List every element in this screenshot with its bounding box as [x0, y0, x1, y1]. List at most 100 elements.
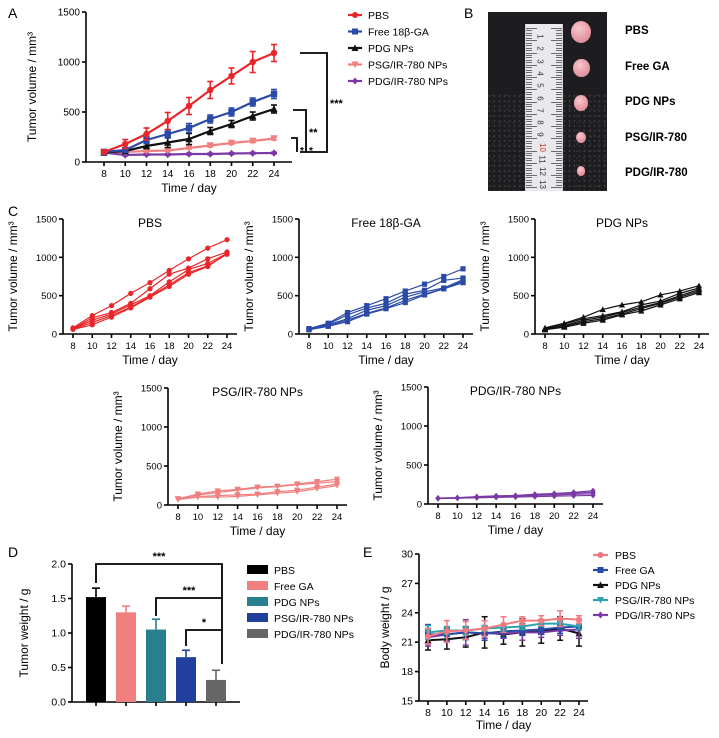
x-tick-label: 24: [573, 707, 585, 719]
ruler-tick: [526, 135, 532, 137]
data-point: [143, 130, 150, 138]
data-point: [364, 307, 370, 313]
ruler-tick: [556, 81, 562, 83]
ruler-tick: [556, 111, 562, 113]
chart-c-pdg-ir780: 0 500 1000 1500 8 10 12 14 16 18 20 22 24 Time / day T…: [371, 383, 603, 537]
data-point: [590, 492, 596, 499]
legend-label: Free GA: [274, 581, 314, 593]
x-axis-label: Time / day: [122, 353, 178, 367]
ruler-number: 6: [535, 95, 545, 101]
x-tick-label: 20: [292, 512, 303, 523]
data-point: [164, 117, 171, 125]
y-tick-label: 0: [524, 330, 529, 341]
data-point: [460, 280, 466, 286]
chart-a: 0 500 1000 1500 8 10 12 14 16 18 20 22 24 Time / day T…: [25, 8, 448, 196]
data-point: [618, 311, 626, 318]
ruler-tick: [551, 52, 562, 54]
y-axis-label: Tumor volume / mm³: [6, 221, 20, 331]
y-tick-label: 21: [401, 637, 413, 649]
x-tick-label: 16: [183, 169, 195, 180]
data-point: [352, 77, 358, 85]
legend-swatch: [247, 597, 268, 606]
chart-title: PSG/IR-780 NPs: [212, 385, 303, 399]
y-tick-label: 1500: [36, 215, 57, 226]
ruler-number: 12: [537, 167, 547, 177]
ruler-tick: [526, 165, 532, 167]
panel-label-a: A: [8, 5, 18, 21]
ruler-tick: [551, 162, 562, 164]
data-point: [249, 112, 257, 120]
ruler-tick: [526, 138, 537, 140]
data-point: [383, 306, 389, 312]
ruler-tick: [551, 150, 562, 152]
data-point: [194, 494, 201, 501]
data-point: [164, 138, 172, 146]
ruler-tick: [556, 50, 562, 52]
ruler-tick: [551, 40, 562, 42]
data-point: [474, 494, 480, 501]
data-point: [174, 496, 182, 503]
ruler-tick: [551, 126, 562, 127]
chart-e: 15 18 21 24 27 30 8 10 12 14 16 18 20 22 24 Time / day B…: [378, 549, 695, 733]
ruler-tick: [526, 182, 532, 184]
x-tick-label: 16: [145, 341, 156, 352]
legend-swatch: [247, 629, 268, 638]
x-tick-label: 24: [222, 341, 233, 352]
ruler-tick: [526, 113, 537, 115]
y-tick-label: 0: [288, 330, 293, 341]
data-point: [207, 115, 214, 123]
ruler-number: 8: [535, 120, 545, 125]
ruler-tick: [556, 128, 562, 130]
y-tick-label: 1500: [272, 215, 293, 226]
x-tick-label: 10: [323, 341, 334, 352]
ruler: 1 2 3 4 5 6 7 8 9 10 11 12 13: [525, 24, 563, 191]
data-point: [185, 102, 193, 110]
ruler-tick: [526, 74, 532, 76]
ruler-tick: [551, 175, 562, 176]
ruler-tick: [556, 94, 562, 96]
ruler-tick: [556, 62, 562, 64]
ruler-number: 9: [535, 132, 545, 138]
data-point: [122, 140, 129, 148]
data-point: [274, 484, 281, 490]
data-point: [576, 616, 582, 623]
legend-label: Free GA: [615, 565, 655, 577]
data-point: [164, 150, 171, 159]
x-tick-label: 20: [549, 511, 560, 522]
legend-label: PSG/IR-780 NPs: [274, 613, 353, 625]
ruler-tick: [556, 47, 562, 49]
ruler-number: 4: [535, 71, 545, 76]
x-axis-label: Time / day: [488, 523, 544, 537]
data-point: [599, 306, 606, 313]
ruler-tick: [526, 116, 532, 118]
data-point: [164, 147, 172, 155]
ruler-tick: [526, 167, 532, 169]
data-point: [206, 142, 214, 150]
ruler-tick: [526, 143, 532, 145]
ruler-tick: [526, 187, 537, 189]
ruler-tick: [556, 42, 562, 44]
y-tick-label: 0: [52, 330, 57, 341]
data-point: [185, 135, 193, 143]
y-tick-label: 1000: [58, 58, 81, 69]
ruler-tick: [551, 77, 562, 78]
chart-c-psg-ir780: 0 500 1000 1500 8 10 12 14 16 18 20 22 24 Time / day T…: [111, 384, 347, 538]
x-tick-label: 14: [162, 169, 174, 180]
data-point: [557, 624, 564, 631]
data-point: [402, 291, 408, 297]
x-tick-label: 24: [694, 341, 705, 352]
ruler-tick: [556, 99, 562, 101]
y-tick-label: 24: [401, 607, 413, 619]
ruler-tick: [526, 62, 532, 64]
x-tick-label: 18: [636, 341, 647, 352]
ruler-tick: [556, 86, 562, 88]
ruler-tick: [556, 118, 562, 120]
data-point: [70, 326, 76, 332]
series-pbs: [100, 43, 278, 156]
ruler-tick: [551, 187, 562, 189]
ruler-tick: [551, 101, 562, 103]
significance-brackets: ****** *: [291, 52, 344, 157]
x-tick-label: 12: [212, 512, 223, 523]
bracket-psg-vs-pdgir: [291, 137, 298, 152]
